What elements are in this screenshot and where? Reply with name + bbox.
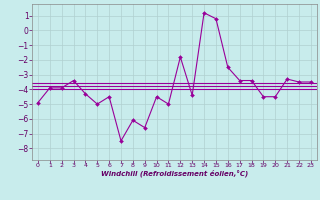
- X-axis label: Windchill (Refroidissement éolien,°C): Windchill (Refroidissement éolien,°C): [101, 170, 248, 177]
